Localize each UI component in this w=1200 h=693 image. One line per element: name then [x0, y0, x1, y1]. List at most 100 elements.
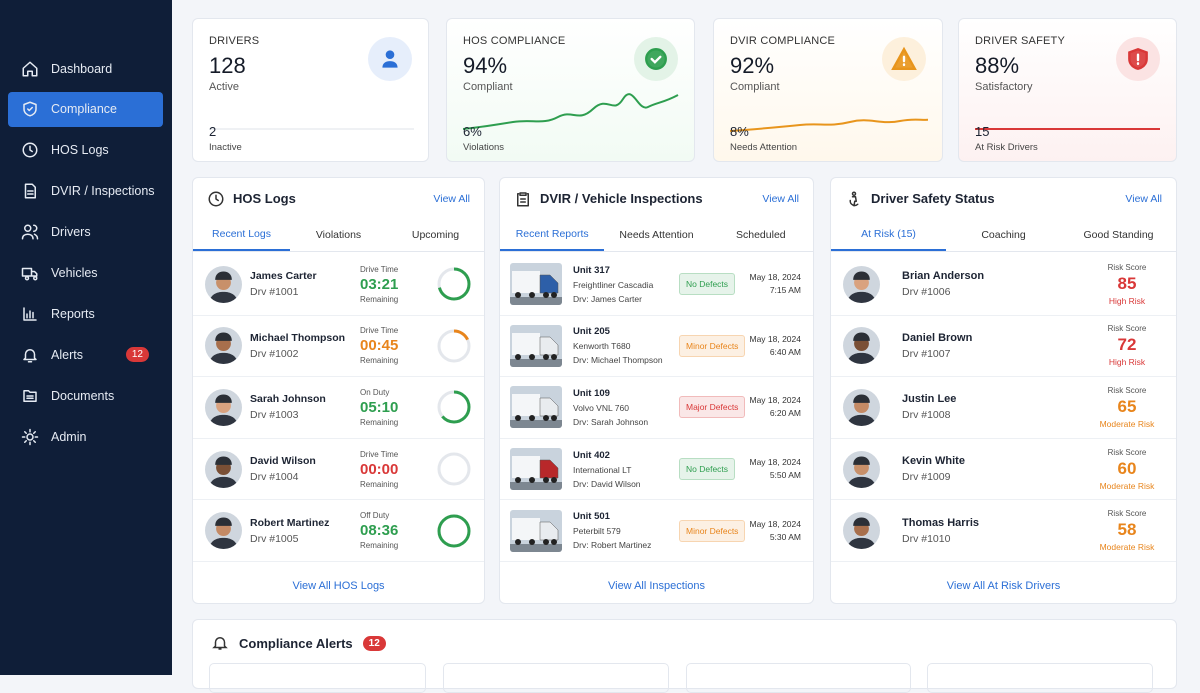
nav-label: HOS Logs [51, 143, 109, 158]
truck-wheel [529, 353, 535, 360]
stat-foot-label: Violations [463, 142, 505, 153]
icon-path [21, 267, 38, 281]
avatar-cap [215, 271, 232, 280]
unit: Unit 402 [573, 449, 610, 461]
risk-score: 58 [1117, 520, 1137, 540]
ring: 18% [437, 329, 471, 363]
remaining-label: Remaining [360, 479, 399, 489]
ring-arc [437, 267, 471, 301]
view-all[interactable]: View All [762, 192, 799, 205]
vehicle-info: Unit 402 International LT Drv: David Wilso… [573, 450, 679, 489]
truck-wheel [543, 292, 549, 299]
nav-label: Admin [51, 429, 87, 444]
truck-road [510, 358, 562, 367]
dvir-row: Unit 402 International LT Drv: David Wilso… [500, 439, 813, 501]
tabs: Recent Reports Needs Attention Scheduled [500, 219, 813, 252]
risk-label: Risk Score [1107, 385, 1147, 395]
truck-wheel [529, 477, 535, 484]
icon [21, 224, 39, 240]
icon [22, 142, 38, 158]
driver-info: Robert Martinez Drv #1005 [250, 517, 360, 545]
status-pill: Minor Defects [679, 334, 746, 357]
icon [23, 389, 37, 402]
icon-path [650, 55, 662, 64]
hos-row: Michael Thompson Drv #1002 Drive Time 00:45… [193, 316, 484, 378]
truck-wheel [543, 477, 549, 484]
stat-title: DRIVERS [209, 35, 260, 47]
unit: Unit 205 [573, 326, 610, 338]
dvir-row: Unit 205 Kenworth T680 Drv: Michael Thomps… [500, 316, 813, 378]
stat-icon [634, 37, 678, 81]
icon-path [645, 48, 667, 70]
alert-card [443, 663, 669, 693]
panel-footer[interactable]: View All At Risk Drivers [946, 580, 1061, 592]
icon [382, 50, 398, 68]
risk-label: Risk Score [1107, 262, 1147, 272]
truck-wheel [515, 415, 521, 422]
panel: HOS Logs View All Recent Logs Violations Upc… [192, 177, 485, 604]
icon-path [23, 389, 37, 402]
truck-road [510, 297, 562, 306]
nav-badge: 12 [125, 347, 149, 363]
icon [22, 61, 38, 76]
driver-name: Robert Martinez [250, 516, 330, 529]
tab[interactable]: Recent Logs [193, 219, 290, 251]
bell-icon [212, 637, 228, 650]
tab[interactable]: Violations [315, 229, 362, 241]
truck-cab [539, 521, 559, 540]
icon [23, 307, 37, 321]
remaining-label: Remaining [360, 356, 399, 366]
panel-title: DVIR / Vehicle Inspections [540, 191, 703, 206]
driver: Drv: Robert Martinez [573, 540, 652, 551]
driver-id: Drv #1009 [902, 471, 951, 484]
driver: Drv: Sarah Johnson [573, 416, 649, 427]
view-all[interactable]: View All [433, 192, 470, 205]
panel-header: HOS Logs View All [193, 178, 484, 219]
tab[interactable]: Scheduled [736, 229, 786, 241]
tab[interactable]: Coaching [981, 229, 1026, 241]
tab[interactable]: Upcoming [411, 229, 460, 241]
driver-info: Sarah Johnson Drv #1003 [250, 393, 360, 421]
panel-header: DVIR / Vehicle Inspections View All [500, 178, 813, 219]
icon [849, 191, 859, 206]
tab[interactable]: At Risk (15) [831, 219, 946, 251]
model: Freightliner Cascadia [573, 279, 654, 290]
duty-status: Drive Time [360, 449, 399, 459]
driver-id: Drv #1006 [902, 286, 951, 299]
status-pill: Major Defects [679, 396, 746, 419]
risk-score: 85 [1117, 273, 1137, 293]
nav-label: Alerts [51, 347, 83, 362]
alert-card [927, 663, 1153, 693]
stat-value: 92% [730, 53, 775, 78]
tab[interactable]: Recent Reports [500, 219, 605, 251]
safety-row: Thomas Harris Drv #1010 Risk Score 58 Modera… [831, 500, 1176, 562]
truck-wheel [543, 415, 549, 422]
tab[interactable]: Needs Attention [619, 229, 694, 241]
time-remaining: 00:45 [360, 337, 399, 355]
time-info: Off Duty 08:36 Remaining [360, 511, 434, 550]
panel-footer[interactable]: View All Inspections [607, 580, 706, 592]
tab[interactable]: Good Standing [1083, 229, 1154, 241]
truck-road [510, 482, 562, 491]
avatar-cap [853, 332, 870, 342]
status-pill: No Defects [679, 273, 736, 296]
avatar-body [208, 353, 239, 365]
hos-row: David Wilson Drv #1004 Drive Time 00:00 Rema… [193, 439, 484, 501]
driver-id: Drv #1004 [250, 471, 299, 484]
safety-row: Justin Lee Drv #1008 Risk Score 65 Moderate … [831, 377, 1176, 439]
avatar-cap [853, 517, 870, 527]
panel-footer[interactable]: View All HOS Logs [292, 580, 385, 592]
date-time: May 18, 2024 7:15 AM [749, 271, 801, 297]
driver-name: Daniel Brown [902, 331, 973, 344]
risk-score: 65 [1117, 396, 1137, 416]
panel-header: Driver Safety Status View All [831, 178, 1176, 219]
vehicle-info: Unit 205 Kenworth T680 Drv: Michael Thomps… [573, 326, 679, 365]
date: May 18, 2024 [749, 333, 801, 344]
stat-foot-label: Inactive [209, 142, 242, 153]
icon [21, 267, 38, 281]
ring: 64% [437, 390, 471, 424]
ring-arc [437, 390, 471, 424]
risk: Risk Score 65 Moderate Risk [1092, 386, 1162, 429]
view-all[interactable]: View All [1125, 192, 1162, 205]
nav-label: Reports [51, 306, 95, 321]
